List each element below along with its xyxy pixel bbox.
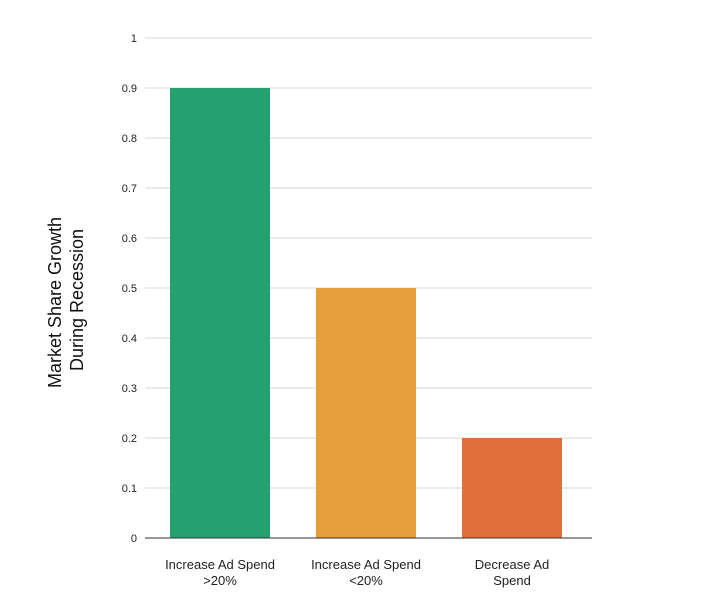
- x-category-label: >20%: [203, 573, 237, 588]
- y-tick-label: 1: [131, 33, 137, 45]
- y-tick-label: 0.2: [122, 433, 137, 445]
- y-tick-label: 0.6: [122, 233, 137, 245]
- y-tick-label: 0.3: [122, 383, 137, 395]
- y-axis-title: Market Share Growth During Recession: [45, 212, 87, 388]
- bar: [170, 88, 270, 538]
- y-tick-label: 0.5: [122, 283, 137, 295]
- y-tick-label: 0.1: [122, 483, 137, 495]
- x-category-label: Spend: [493, 573, 531, 588]
- x-category-label: Decrease Ad: [475, 557, 549, 572]
- y-tick-label: 0: [131, 533, 137, 545]
- x-category-label: <20%: [349, 573, 383, 588]
- y-tick-label: 0.9: [122, 83, 137, 95]
- x-category-labels: Increase Ad Spend>20%Increase Ad Spend<2…: [165, 557, 549, 588]
- y-tick-label: 0.7: [122, 183, 137, 195]
- bar: [462, 438, 562, 538]
- bars: [170, 88, 562, 538]
- x-category-label: Increase Ad Spend: [311, 557, 421, 572]
- y-tick-labels: 0 0.1 0.2 0.3 0.4 0.5 0.6 0.7 0.8 0.9 1: [122, 33, 137, 545]
- y-axis-title-line-2: During Recession: [67, 229, 87, 371]
- y-tick-label: 0.8: [122, 133, 137, 145]
- y-axis-title-line-1: Market Share Growth: [45, 217, 65, 388]
- y-tick-label: 0.4: [122, 333, 137, 345]
- x-category-label: Increase Ad Spend: [165, 557, 275, 572]
- bar: [316, 288, 416, 538]
